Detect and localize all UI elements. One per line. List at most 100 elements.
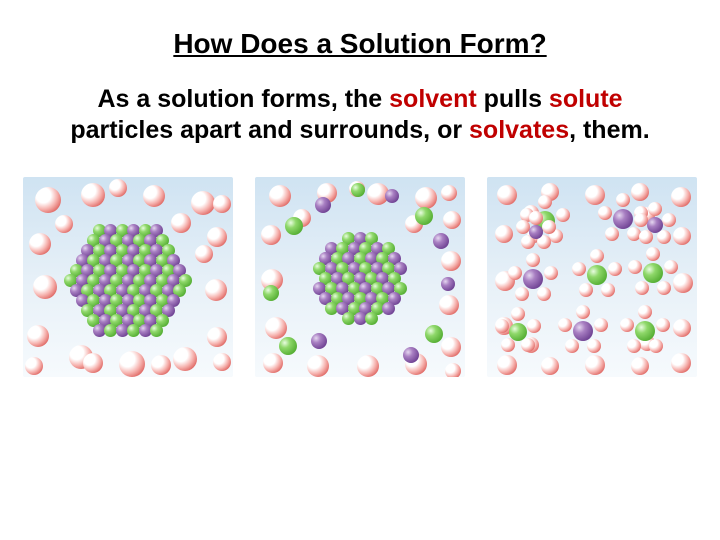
water-ball xyxy=(544,266,558,280)
water-ball xyxy=(657,281,671,295)
water-ball xyxy=(109,179,127,197)
water-ball xyxy=(590,249,604,263)
water-ball xyxy=(537,287,551,301)
water-ball xyxy=(27,325,49,347)
green-ball xyxy=(415,207,433,225)
water-ball xyxy=(605,227,619,241)
water-ball xyxy=(662,213,676,227)
water-ball xyxy=(542,220,556,234)
water-ball xyxy=(576,305,590,319)
water-ball xyxy=(635,281,649,295)
purple-ball xyxy=(441,277,455,291)
water-ball xyxy=(83,353,103,373)
green-ball xyxy=(351,183,365,197)
water-ball xyxy=(495,225,513,243)
water-ball xyxy=(579,283,593,297)
water-ball xyxy=(445,363,461,377)
water-ball xyxy=(638,305,652,319)
water-ball xyxy=(673,273,693,293)
water-ball xyxy=(357,355,379,377)
water-ball xyxy=(439,295,459,315)
purple-ball xyxy=(613,209,633,229)
water-ball xyxy=(415,187,437,209)
water-ball xyxy=(81,183,105,207)
water-ball xyxy=(508,266,522,280)
green-ball xyxy=(263,285,279,301)
body-text: As a solution forms, the solvent pulls s… xyxy=(0,84,720,147)
water-ball xyxy=(33,275,57,299)
water-ball xyxy=(213,195,231,213)
green-ball xyxy=(285,217,303,235)
water-ball xyxy=(441,185,457,201)
keyword-solvent: solvent xyxy=(389,85,477,113)
water-ball xyxy=(29,233,51,255)
green-ball xyxy=(425,325,443,343)
green-ball xyxy=(643,263,663,283)
green-ball xyxy=(635,321,655,341)
water-ball xyxy=(55,215,73,233)
water-ball xyxy=(207,227,227,247)
purple-ball xyxy=(647,217,663,233)
water-ball xyxy=(263,353,283,373)
water-ball xyxy=(497,355,517,375)
keyword-solvates: solvates xyxy=(469,116,569,144)
water-ball xyxy=(207,327,227,347)
purple-ball xyxy=(433,233,449,249)
water-ball xyxy=(495,319,509,333)
water-ball xyxy=(541,357,559,375)
panel-row xyxy=(0,177,720,540)
water-ball xyxy=(191,191,215,215)
green-ball xyxy=(150,324,163,337)
water-ball xyxy=(664,260,678,274)
water-ball xyxy=(673,227,691,245)
water-ball xyxy=(585,185,605,205)
text-fragment: particles apart and surrounds, or xyxy=(70,116,469,144)
water-ball xyxy=(501,338,515,352)
water-ball xyxy=(307,355,329,377)
purple-ball xyxy=(403,347,419,363)
water-ball xyxy=(205,279,227,301)
water-ball xyxy=(598,206,612,220)
keyword-solute: solute xyxy=(549,85,623,113)
water-ball xyxy=(195,245,213,263)
purple-ball xyxy=(315,197,331,213)
text-fragment: , them. xyxy=(569,116,650,144)
water-ball xyxy=(269,185,291,207)
water-ball xyxy=(656,318,670,332)
green-ball xyxy=(587,265,607,285)
water-ball xyxy=(649,339,663,353)
water-ball xyxy=(671,353,691,373)
water-ball xyxy=(634,213,648,227)
water-ball xyxy=(631,183,649,201)
water-ball xyxy=(119,351,145,377)
purple-ball xyxy=(573,321,593,341)
water-ball xyxy=(616,193,630,207)
green-ball xyxy=(365,312,378,325)
text-fragment: As a solution forms, the xyxy=(97,85,389,113)
water-ball xyxy=(173,347,197,371)
water-ball xyxy=(585,355,605,375)
water-ball xyxy=(213,353,231,371)
water-ball xyxy=(558,318,572,332)
water-ball xyxy=(608,262,622,276)
purple-ball xyxy=(529,225,543,239)
panel-2-dissolving xyxy=(255,177,465,377)
water-ball xyxy=(441,251,461,271)
purple-ball xyxy=(382,302,395,315)
water-ball xyxy=(441,337,461,357)
green-ball xyxy=(279,337,297,355)
water-ball xyxy=(673,319,691,337)
text-fragment: pulls xyxy=(477,85,549,113)
water-ball xyxy=(646,247,660,261)
water-ball xyxy=(594,318,608,332)
slide-title: How Does a Solution Form? xyxy=(0,28,720,60)
water-ball xyxy=(25,357,43,375)
panel-3-solvated xyxy=(487,177,697,377)
water-ball xyxy=(151,355,171,375)
purple-ball xyxy=(385,189,399,203)
water-ball xyxy=(601,283,615,297)
water-ball xyxy=(143,185,165,207)
water-ball xyxy=(565,339,579,353)
water-ball xyxy=(556,208,570,222)
water-ball xyxy=(631,357,649,375)
